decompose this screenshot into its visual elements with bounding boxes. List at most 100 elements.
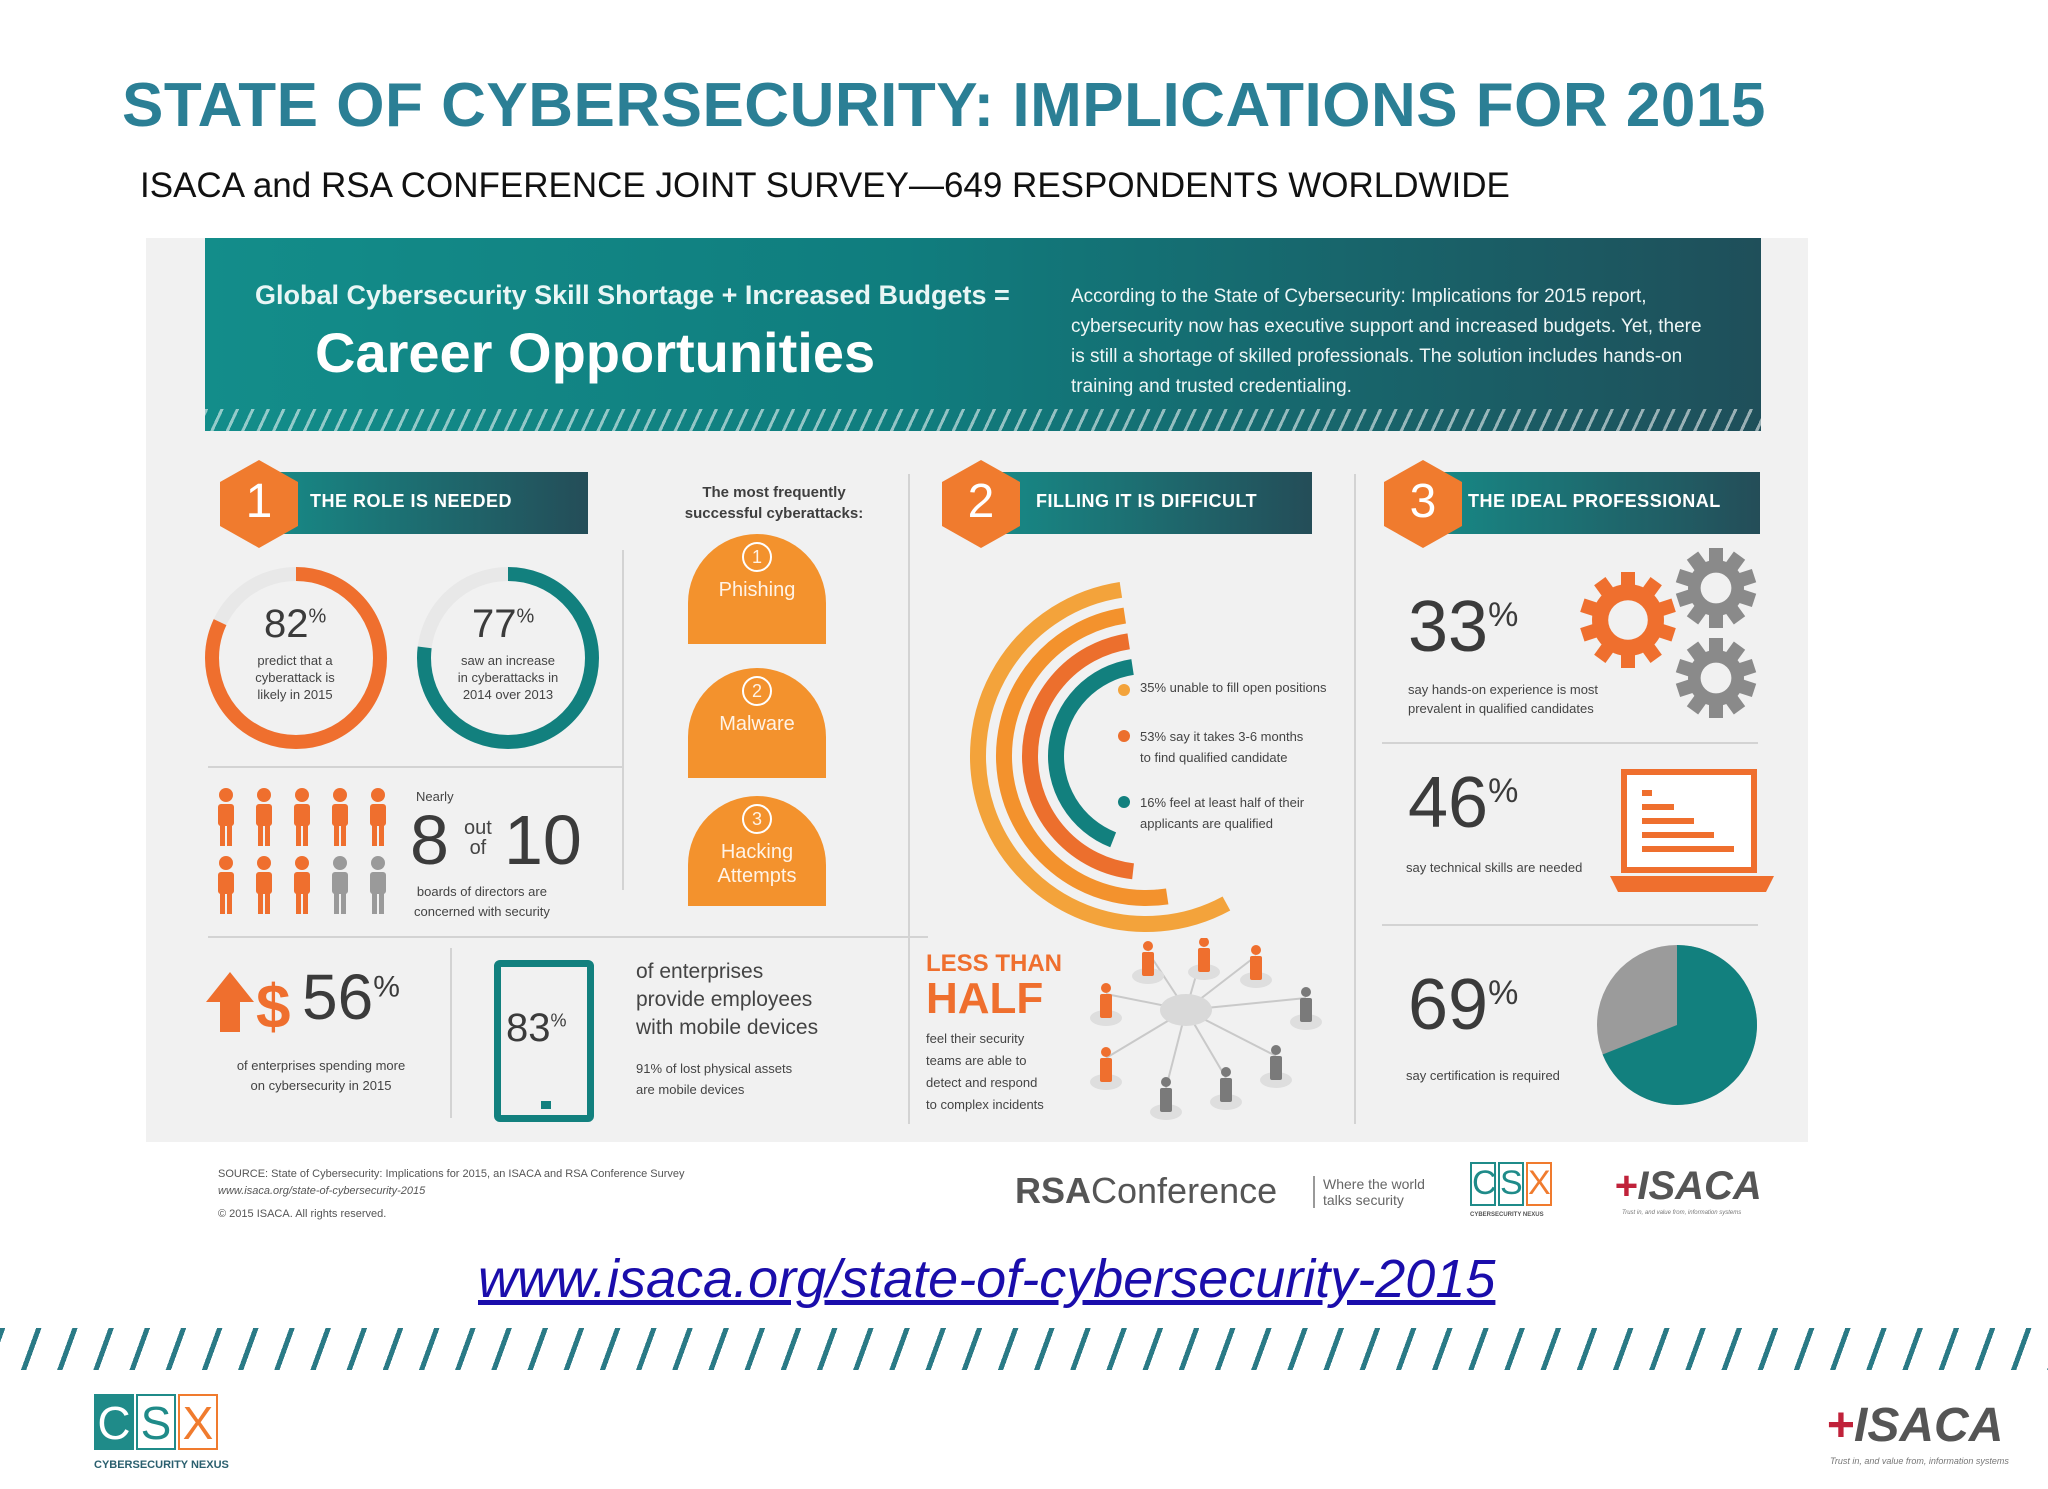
- person-icon: [294, 788, 310, 846]
- network-hub: [1160, 994, 1212, 1026]
- section-label: THE IDEAL PROFESSIONAL: [1468, 491, 1721, 511]
- banner-heading: Career Opportunities: [315, 321, 876, 384]
- boards-denominator: 10: [504, 801, 582, 879]
- rsa-conference-logo: RSAConference: [1015, 1170, 1278, 1211]
- person-icon: [332, 856, 348, 914]
- stat-56: 56%: [302, 961, 400, 1033]
- arc-ring: [996, 607, 1169, 906]
- person-icon: [294, 856, 310, 914]
- stat-77: 77%: [472, 602, 535, 646]
- stat-83-caption: of enterprises provide employees with mobi…: [636, 960, 819, 1039]
- legend-item-16: 16% feel at least half of their applicant…: [1140, 795, 1305, 831]
- isaca-tagline-small: Trust in, and value from, information sy…: [1622, 1210, 1742, 1216]
- boards-nearly: Nearly: [416, 789, 454, 804]
- isaca-tagline: Trust in, and value from, information sy…: [1830, 1456, 2009, 1466]
- csx-caption-small: CYBERSECURITY NEXUS: [1470, 1212, 1544, 1218]
- divider: [1354, 474, 1356, 1124]
- ring-arc: [417, 567, 599, 749]
- person-icon: [370, 856, 386, 914]
- network-people-icon: [1090, 938, 1322, 1120]
- section-header-2: FILLING IT IS DIFFICULT: [976, 472, 1312, 534]
- divider: [1382, 742, 1758, 744]
- people-icon-grid: [218, 788, 386, 914]
- report-link[interactable]: www.isaca.org/state-of-cybersecurity-201…: [478, 1249, 1496, 1309]
- stat-82-caption: predict that a cyberattack is likely in 20…: [255, 653, 335, 702]
- laptop-chart-icon: [1610, 769, 1774, 892]
- section-header-3: THE IDEAL PROFESSIONAL: [1408, 472, 1760, 534]
- stat-46: 46%: [1408, 763, 1519, 843]
- source-note: SOURCE: State of Cybersecurity: Implicat…: [218, 1168, 685, 1220]
- ring-arc: [205, 567, 387, 749]
- ring-chart-82: [205, 567, 387, 749]
- person-icon: [1220, 1067, 1232, 1102]
- gears-icon: [1580, 548, 1757, 718]
- csx-logo-small: C S X: [1470, 1162, 1552, 1206]
- attack-item-phishing: 1 Phishing: [688, 534, 826, 644]
- divider: [622, 550, 624, 890]
- pie-slice-69: [1602, 945, 1757, 1105]
- banner-stripes: [205, 409, 1761, 431]
- section-label: THE ROLE IS NEEDED: [310, 491, 513, 511]
- legend-item-53: 53% say it takes 3-6 months to find quali…: [1140, 729, 1304, 765]
- banner-description: According to the State of Cybersecurity:…: [1071, 286, 1702, 397]
- divider: [208, 936, 928, 938]
- rsa-tagline: Where the world talks security: [1313, 1176, 1425, 1208]
- pie-chart-69: [1597, 945, 1757, 1105]
- stat-69: 69%: [1408, 965, 1519, 1045]
- arc-ring: [1022, 633, 1134, 880]
- isaca-logo: +ISACA: [1826, 1399, 2004, 1452]
- divider: [208, 766, 622, 768]
- isaca-logo-small: +ISACA: [1614, 1164, 1762, 1208]
- half-label: HALF: [926, 974, 1044, 1023]
- person-icon: [218, 856, 234, 914]
- arc-ring: [1048, 659, 1134, 848]
- infographic: Global Cybersecurity Skill Shortage + In…: [146, 238, 1808, 1142]
- person-icon: [1160, 1077, 1172, 1112]
- stat-56-caption: of enterprises spending more on cybersecu…: [236, 1058, 406, 1093]
- legend-dot: [1118, 796, 1130, 808]
- stat-83-note: 91% of lost physical assets are mobile de…: [636, 1061, 793, 1097]
- person-icon: [332, 788, 348, 846]
- attack-item-hacking: 3 Hacking Attempts: [688, 796, 826, 906]
- slide-subtitle: ISACA and RSA CONFERENCE JOINT SURVEY—64…: [140, 166, 1510, 205]
- attack-item-malware: 2 Malware: [688, 668, 826, 778]
- concentric-arc-chart: [970, 581, 1231, 932]
- gear-icon: [1580, 572, 1676, 668]
- arrow-dollar-icon: $: [206, 972, 290, 1036]
- stat-46-caption: say technical skills are needed: [1406, 860, 1583, 875]
- mobile-device-icon: [494, 960, 594, 1122]
- person-icon: [370, 788, 386, 846]
- person-icon: [1250, 945, 1262, 980]
- legend-dot: [1118, 730, 1130, 742]
- person-icon: [1270, 1045, 1282, 1080]
- banner: Global Cybersecurity Skill Shortage + In…: [205, 238, 1761, 431]
- divider: [908, 474, 910, 1124]
- person-icon: [1100, 1047, 1112, 1082]
- slash-band: [0, 1328, 2048, 1370]
- legend-item-35: 35% unable to fill open positions: [1140, 680, 1327, 695]
- slide-title: STATE OF CYBERSECURITY: IMPLICATIONS FOR…: [122, 71, 1766, 140]
- gear-icon: [1675, 548, 1757, 628]
- csx-logo: C S X: [94, 1394, 218, 1450]
- divider: [450, 948, 452, 1118]
- section-label: FILLING IT IS DIFFICULT: [1036, 491, 1258, 511]
- boards-out-of: out of: [464, 817, 492, 859]
- person-icon: [256, 788, 272, 846]
- person-icon: [1198, 938, 1210, 972]
- boards-numerator: 8: [410, 801, 449, 879]
- stat-83: 83%: [506, 1006, 567, 1050]
- divider: [1382, 924, 1758, 926]
- attacks-heading: The most frequently successful cyberattac…: [684, 484, 864, 522]
- csx-caption: CYBERSECURITY NEXUS: [94, 1459, 229, 1471]
- person-icon: [218, 788, 234, 846]
- person-icon: [1300, 987, 1312, 1022]
- stat-33-caption: say hands-on experience is most prevalent…: [1408, 682, 1599, 716]
- stat-77-caption: saw an increase in cyberattacks in 2014 ov…: [457, 653, 559, 702]
- stat-69-caption: say certification is required: [1406, 1068, 1560, 1083]
- gear-icon: [1675, 638, 1757, 718]
- svg-text:$: $: [256, 973, 290, 1036]
- banner-tagline: Global Cybersecurity Skill Shortage + In…: [255, 280, 1010, 310]
- ring-chart-77: [417, 567, 599, 749]
- less-than-label: LESS THAN: [926, 950, 1063, 977]
- boards-caption: boards of directors are concerned with se…: [414, 884, 550, 919]
